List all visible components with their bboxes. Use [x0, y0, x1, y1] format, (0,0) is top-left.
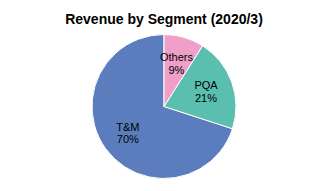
svg-text:Others9%: Others9%	[160, 51, 194, 76]
svg-text:T&M70%: T&M70%	[116, 121, 139, 146]
html-text:Revenue by Segment (2020/3): Revenue by Segment (2020/3)	[65, 11, 263, 27]
svg-text:PQA21%: PQA21%	[194, 79, 218, 104]
